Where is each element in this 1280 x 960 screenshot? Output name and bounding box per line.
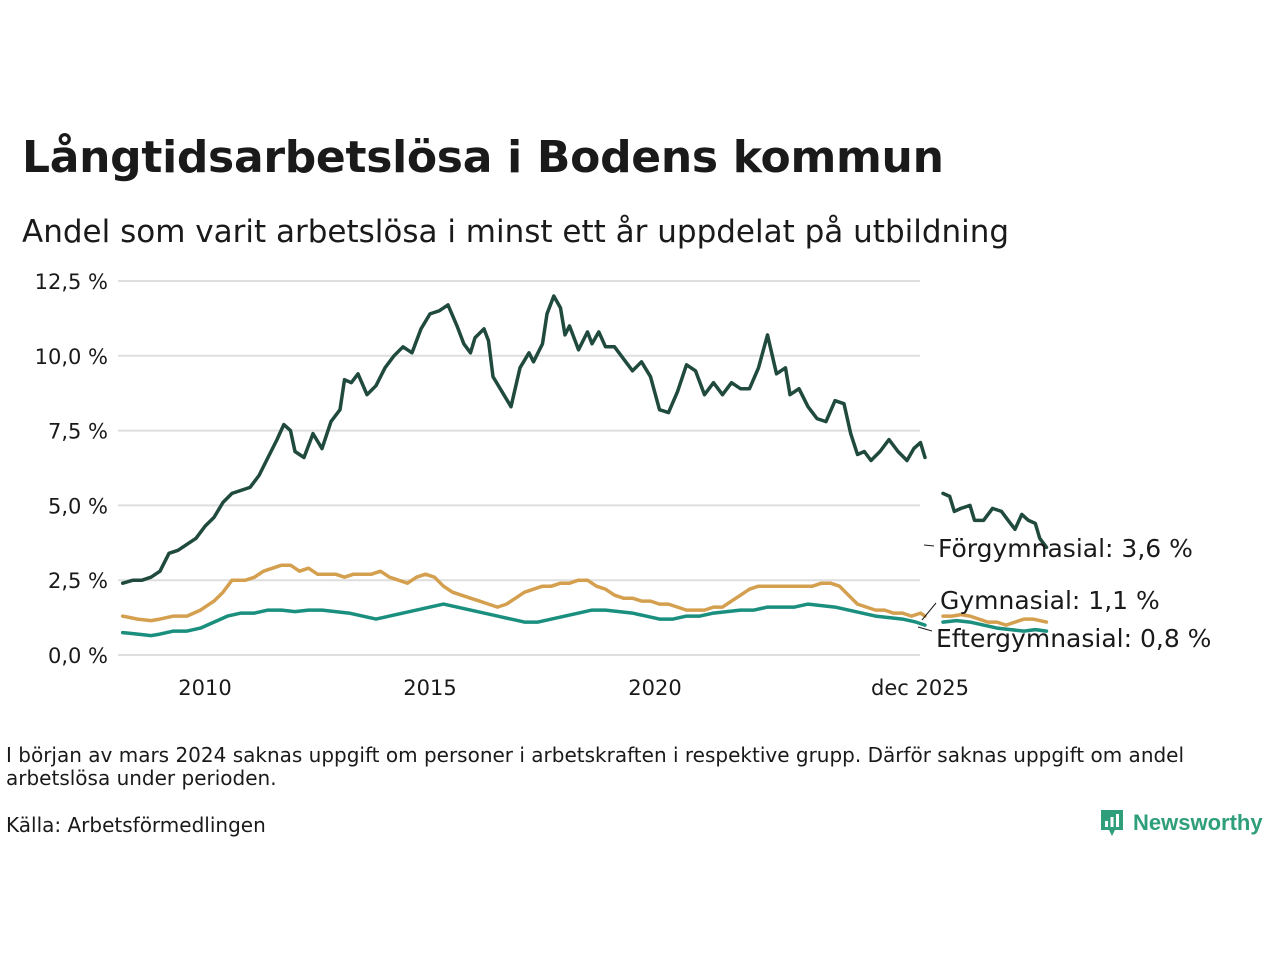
- x-axis-ticks: 2010 2015 2020 dec 2025: [178, 676, 969, 700]
- y-tick-label: 10,0 %: [35, 345, 108, 369]
- series-lines: [120, 294, 1049, 638]
- chart-title: Långtidsarbetslösa i Bodens kommun: [22, 132, 944, 183]
- label-leader-line: [923, 544, 935, 547]
- label-leader-line: [921, 602, 937, 621]
- y-tick-label: 7,5 %: [48, 420, 108, 444]
- y-axis-ticks: 0,0 % 2,5 % 5,0 % 7,5 % 10,0 % 12,5 %: [35, 270, 108, 668]
- newsworthy-logo-icon: [1101, 810, 1123, 836]
- y-tick-label: 5,0 %: [48, 494, 108, 518]
- series-line-förgymnasial-segment-0: [120, 294, 927, 585]
- series-end-label-eftergymnasial: Eftergymnasial: 0,8 %: [936, 624, 1211, 653]
- brand-logo: Newsworthy: [1099, 808, 1263, 838]
- series-line-eftergymnasial-segment-0: [120, 602, 927, 638]
- x-tick-label: 2010: [178, 676, 231, 700]
- x-tick-label: 2020: [628, 676, 681, 700]
- chart-subtitle: Andel som varit arbetslösa i minst ett å…: [22, 214, 1010, 250]
- line-chart: 0,0 %2,5 %5,0 %7,5 %10,0 %12,5 % 2010 201…: [35, 270, 1212, 700]
- x-tick-label: 2015: [403, 676, 456, 700]
- gridlines: [118, 280, 920, 656]
- y-tick-label: 2,5 %: [48, 569, 108, 593]
- y-tick-label: 0,0 %: [48, 644, 108, 668]
- series-end-label-förgymnasial: Förgymnasial: 3,6 %: [938, 534, 1193, 563]
- y-tick-label: 12,5 %: [35, 270, 108, 294]
- source-credit: Källa: Arbetsförmedlingen: [6, 813, 266, 837]
- brand-name: Newsworthy: [1133, 810, 1263, 835]
- series-line-gymnasial-segment-1: [941, 612, 1049, 627]
- label-leader-line: [917, 626, 933, 632]
- series-end-label-gymnasial: Gymnasial: 1,1 %: [940, 586, 1160, 615]
- series-line-eftergymnasial-segment-1: [941, 618, 1049, 633]
- x-tick-label: dec 2025: [871, 676, 969, 700]
- series-line-förgymnasial-segment-1: [941, 491, 1049, 550]
- series-line-gymnasial-segment-0: [120, 563, 927, 623]
- footnote: I början av mars 2024 saknas uppgift om …: [6, 743, 1185, 790]
- series-labels: Förgymnasial: 3,6 % Gymnasial: 1,1 % Efter…: [917, 534, 1211, 653]
